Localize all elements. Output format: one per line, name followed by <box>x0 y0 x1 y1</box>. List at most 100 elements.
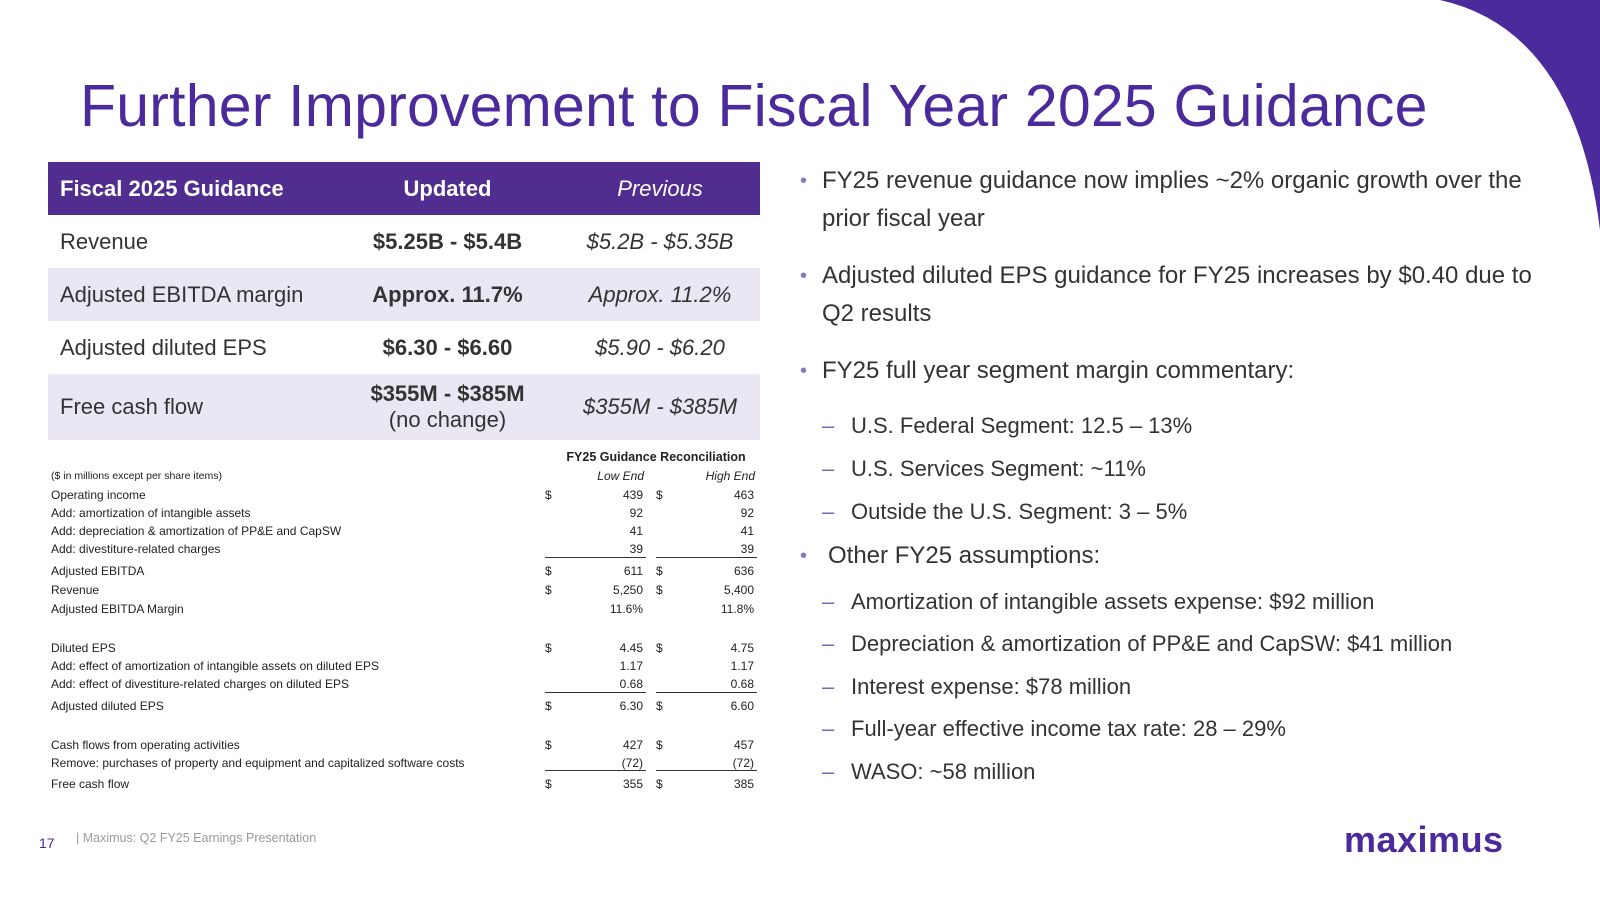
guidance-row-fcf: Free cash flow $355M - $385M (no change)… <box>48 374 760 440</box>
high-end-value: (72) <box>732 756 754 770</box>
page-number: 17 <box>39 835 55 851</box>
high-end-value: 5,400 <box>723 583 754 597</box>
dash-icon: – <box>822 589 835 614</box>
low-end-value: 1.17 <box>619 659 643 673</box>
guidance-previous: Approx. 11.2% <box>560 268 760 321</box>
high-end-value: 4.75 <box>730 641 754 655</box>
high-end-value: 385 <box>733 777 754 791</box>
high-end-value: 6.60 <box>730 699 754 713</box>
reconciliation-row: Add: amortization of intangible assets 92… <box>48 506 760 523</box>
currency-symbol: $ <box>545 777 552 791</box>
currency-symbol: $ <box>545 738 552 752</box>
reconciliation-label: Free cash flow <box>51 777 130 791</box>
reconciliation-row: Adjusted EBITDA $611 $636 <box>48 564 760 581</box>
guidance-row-ebitda-margin: Adjusted EBITDA margin Approx. 11.7% App… <box>48 268 760 321</box>
page-title: Further Improvement to Fiscal Year 2025 … <box>80 73 1428 139</box>
low-end-value: 6.30 <box>619 699 643 713</box>
guidance-updated: $5.25B - $5.4B <box>372 228 523 254</box>
guidance-label: Revenue <box>60 228 149 254</box>
guidance-updated: $355M - $385M <box>370 381 525 406</box>
low-end-value: 611 <box>623 564 643 578</box>
subtotal-underline <box>656 692 757 693</box>
reconciliation-label: Adjusted EBITDA Margin <box>51 602 184 616</box>
high-end-value: 457 <box>733 738 754 752</box>
reconciliation-label: Adjusted EBITDA <box>51 564 145 578</box>
sub-bullet: – Interest expense: $78 million <box>822 672 1131 702</box>
currency-symbol: $ <box>656 583 663 597</box>
currency-symbol: $ <box>656 699 663 713</box>
high-end-value: 92 <box>740 506 754 520</box>
low-end-value: 41 <box>629 524 643 538</box>
reconciliation-label: Add: depreciation & amortization of PP&E… <box>51 524 342 538</box>
reconciliation-row: Revenue $5,250 $5,400 <box>48 583 760 600</box>
sub-bullet: – Depreciation & amortization of PP&E an… <box>822 629 1452 659</box>
col-header-low: Low End <box>597 469 644 483</box>
high-end-value: 11.8% <box>720 602 754 616</box>
guidance-previous: $5.2B - $5.35B <box>586 228 734 254</box>
units-note: ($ in millions except per share items) <box>51 470 222 482</box>
high-end-value: 636 <box>733 564 754 578</box>
reconciliation-row: Add: depreciation & amortization of PP&E… <box>48 524 760 541</box>
guidance-updated-cell: $355M - $385M (no change) <box>335 374 560 440</box>
subtotal-underline <box>545 770 646 771</box>
currency-symbol: $ <box>545 583 552 597</box>
subtotal-underline <box>545 557 646 558</box>
reconciliation-row: Adjusted diluted EPS $6.30 $6.60 <box>48 699 760 716</box>
guidance-header-label: Fiscal 2025 Guidance <box>48 162 335 215</box>
currency-symbol: $ <box>545 699 552 713</box>
reconciliation-title: FY25 Guidance Reconciliation <box>566 450 746 464</box>
reconciliation-row: Remove: purchases of property and equipm… <box>48 756 760 773</box>
bullet-revenue: • FY25 revenue guidance now implies ~2% … <box>800 162 1560 238</box>
guidance-label: Adjusted EBITDA margin <box>48 268 335 321</box>
subtotal-underline <box>656 557 757 558</box>
subtotal-underline <box>656 770 757 771</box>
currency-symbol: $ <box>656 738 663 752</box>
high-end-value: 463 <box>733 488 754 502</box>
high-end-value: 41 <box>740 524 754 538</box>
dash-icon: – <box>822 456 835 481</box>
dash-icon: – <box>822 499 835 524</box>
dash-icon: – <box>822 631 835 656</box>
currency-symbol: $ <box>656 564 663 578</box>
bullet-other-assumptions: • Other FY25 assumptions: <box>800 537 1100 575</box>
reconciliation-row: Diluted EPS $4.45 $4.75 <box>48 641 760 658</box>
currency-symbol: $ <box>545 488 552 502</box>
currency-symbol: $ <box>656 641 663 655</box>
reconciliation-row: Add: effect of amortization of intangibl… <box>48 659 760 676</box>
reconciliation-label: Adjusted diluted EPS <box>51 699 164 713</box>
sub-bullet: – U.S. Services Segment: ~11% <box>822 454 1146 484</box>
low-end-value: 5,250 <box>612 583 643 597</box>
maximus-logo: maximus <box>1344 819 1504 860</box>
high-end-value: 0.68 <box>730 677 754 691</box>
dash-icon: – <box>822 413 835 438</box>
dash-icon: – <box>822 674 835 699</box>
reconciliation-row: Adjusted EBITDA Margin 11.6% 11.8% <box>48 602 760 619</box>
reconciliation-row: Cash flows from operating activities $427… <box>48 738 760 755</box>
guidance-updated: Approx. 11.7% <box>335 268 560 321</box>
low-end-value: 4.45 <box>619 641 643 655</box>
high-end-value: 39 <box>740 542 754 556</box>
reconciliation-label: Add: effect of divestiture-related charg… <box>51 677 349 691</box>
bullet-segment-margin: • FY25 full year segment margin commenta… <box>800 352 1294 390</box>
sub-bullet: – Full-year effective income tax rate: 2… <box>822 714 1286 744</box>
reconciliation-row: Add: divestiture-related charges 39 39 <box>48 542 760 559</box>
reconciliation-row: Add: effect of divestiture-related charg… <box>48 677 760 694</box>
high-end-value: 1.17 <box>730 659 754 673</box>
low-end-value: 39 <box>629 542 643 556</box>
reconciliation-row: Free cash flow $355 $385 <box>48 777 760 794</box>
guidance-updated: $6.30 - $6.60 <box>382 334 513 360</box>
currency-symbol: $ <box>545 564 552 578</box>
guidance-row-eps: Adjusted diluted EPS $6.30 - $6.60 $5.90… <box>48 321 760 374</box>
guidance-updated-note: (no change) <box>388 407 507 432</box>
reconciliation-label: Remove: purchases of property and equipm… <box>51 756 465 770</box>
bullet-dot-icon: • <box>800 360 808 382</box>
guidance-row-revenue: Revenue $5.25B - $5.4B $5.2B - $5.35B <box>48 215 760 268</box>
guidance-previous: $5.90 - $6.20 <box>595 334 725 360</box>
reconciliation-label: Cash flows from operating activities <box>51 738 240 752</box>
sub-bullet: – Amortization of intangible assets expe… <box>822 587 1374 617</box>
bullet-eps: • Adjusted diluted EPS guidance for FY25… <box>800 257 1560 333</box>
guidance-label: Adjusted diluted EPS <box>60 334 267 360</box>
guidance-table: Fiscal 2025 Guidance Updated Previous Re… <box>48 162 760 440</box>
reconciliation-label: Revenue <box>51 583 100 597</box>
guidance-previous: $355M - $385M <box>560 374 760 440</box>
